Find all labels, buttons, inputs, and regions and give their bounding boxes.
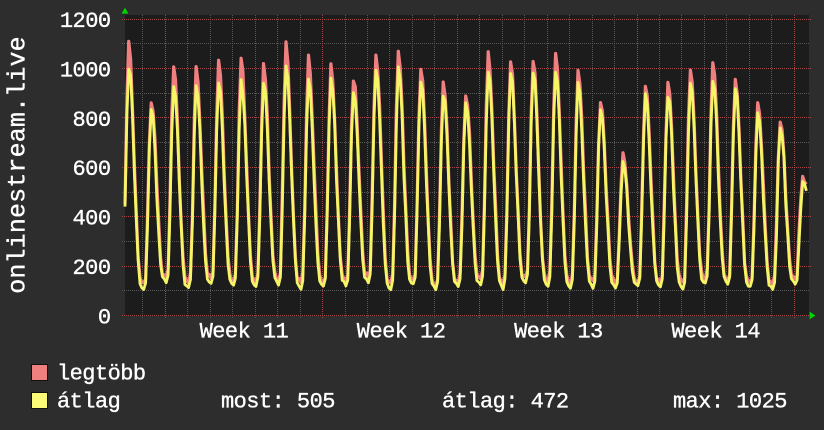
svg-text:max: 1025: max: 1025	[673, 390, 787, 415]
svg-text:Week 13: Week 13	[514, 320, 603, 345]
svg-text:800: 800	[73, 108, 111, 133]
svg-text:Week 11: Week 11	[200, 320, 289, 345]
svg-text:1200: 1200	[60, 9, 111, 34]
svg-text:0: 0	[98, 306, 111, 331]
svg-text:Week 12: Week 12	[357, 320, 446, 345]
svg-text:400: 400	[73, 207, 111, 232]
svg-text:átlag: átlag	[57, 390, 120, 415]
svg-text:átlag: 472: átlag: 472	[442, 390, 569, 415]
svg-text:1000: 1000	[60, 58, 111, 83]
svg-text:600: 600	[73, 157, 111, 182]
svg-text:onlinestream.live: onlinestream.live	[4, 36, 33, 294]
svg-text:Week 14: Week 14	[671, 320, 760, 345]
svg-text:200: 200	[73, 256, 111, 281]
svg-text:most: 505: most: 505	[221, 390, 335, 415]
svg-text:legtöbb: legtöbb	[57, 362, 146, 387]
